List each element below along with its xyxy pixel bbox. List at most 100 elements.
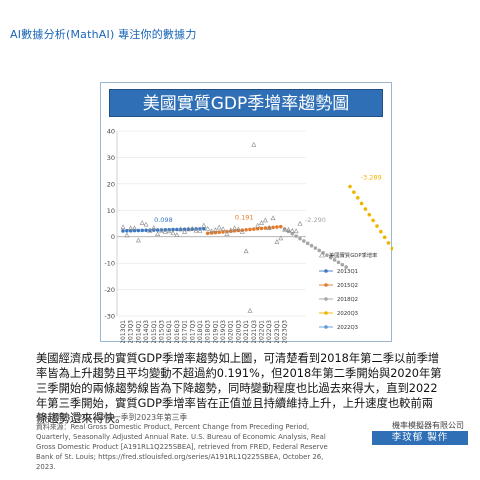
data-point	[143, 221, 149, 227]
data-point	[151, 225, 157, 230]
data-point	[162, 228, 168, 234]
legend-marker	[324, 325, 328, 329]
trend-point	[359, 201, 364, 206]
summary-text: 美國經濟成長的實質GDP季增率趨勢如上圖，可清楚看到2018年第二季以前季增率皆…	[36, 352, 442, 425]
legend-marker	[324, 269, 328, 273]
trend-point	[313, 246, 318, 250]
x-tick-label: 2021Q1	[243, 320, 250, 343]
trend-point	[375, 224, 379, 228]
data-point	[197, 228, 203, 233]
trend-point	[175, 227, 179, 232]
data-point	[266, 225, 272, 230]
trend-slope-label: 0.191	[235, 214, 254, 222]
data-point	[170, 230, 176, 235]
trend-point	[302, 239, 306, 243]
trend-point	[305, 241, 310, 246]
data-point	[278, 235, 284, 241]
data-point	[128, 225, 134, 231]
x-tick-label: 2023Q3	[282, 320, 289, 343]
trend-point	[236, 228, 241, 233]
y-tick-label: 10	[107, 207, 115, 215]
trend-slope-label: 0.098	[154, 216, 173, 224]
x-tick-label: 2018Q3	[205, 320, 212, 343]
trend-point	[128, 228, 133, 233]
trend-point	[136, 228, 141, 233]
data-point	[216, 224, 222, 230]
y-tick-label: 30	[107, 154, 115, 162]
x-tick-label: 2015Q1	[151, 320, 158, 343]
y-tick-label: 0	[111, 233, 115, 241]
data-point	[274, 239, 280, 244]
data-point	[243, 248, 249, 254]
trend-point	[244, 228, 248, 232]
trend-point	[336, 260, 341, 265]
trend-point	[159, 228, 164, 232]
trend-point	[144, 228, 148, 233]
trend-point	[390, 246, 393, 251]
x-tick-label: 2022Q3	[266, 320, 273, 343]
x-tick-label: 2019Q1	[212, 320, 219, 343]
trend-point	[371, 218, 375, 223]
organization-name: 機率模擬器有限公司	[392, 421, 464, 430]
x-tick-label: 2018Q1	[197, 320, 204, 343]
data-point	[209, 228, 214, 234]
trend-point	[252, 227, 256, 231]
trend-point	[171, 227, 175, 232]
data-point	[201, 222, 207, 228]
trend-point	[217, 230, 221, 235]
y-tick-label: -30	[104, 313, 115, 321]
data-point	[147, 228, 153, 233]
legend-marker	[324, 283, 328, 287]
trend-point	[148, 228, 152, 232]
trend-point	[271, 225, 275, 230]
chart-title: 美國實質GDP季增率趨勢圖	[109, 89, 383, 117]
data-point	[124, 232, 130, 238]
y-tick-label: -20	[104, 286, 115, 294]
legend-label: 2015Q2	[337, 283, 358, 289]
x-tick-label: 2013Q1	[120, 320, 127, 343]
trend-point	[325, 253, 329, 258]
x-tick-label: 2016Q1	[166, 320, 173, 343]
data-source: 資料來源：Real Gross Domestic Product, Percen…	[36, 423, 328, 471]
legend-label: 2018Q2	[337, 297, 358, 303]
trend-point	[294, 234, 298, 238]
data-point	[212, 227, 218, 233]
trend-point	[155, 228, 160, 232]
data-point	[139, 220, 145, 225]
x-tick-label: 2022Q1	[259, 320, 266, 343]
data-point	[182, 229, 188, 234]
data-point	[178, 226, 184, 232]
trend-point	[259, 226, 264, 231]
data-point	[297, 220, 303, 226]
data-point	[193, 227, 199, 233]
trend-point	[221, 230, 225, 234]
data-point	[262, 217, 268, 223]
trend-point	[340, 262, 345, 267]
trend-point	[205, 231, 210, 236]
trend-point	[298, 236, 302, 241]
data-point	[185, 226, 191, 232]
legend-label: 2020Q3	[337, 311, 358, 317]
trend-point	[355, 195, 360, 200]
y-tick-label: -10	[104, 260, 115, 268]
data-point	[158, 227, 164, 233]
trend-point	[132, 228, 137, 233]
data-point	[205, 225, 211, 231]
x-tick-label: 2014Q3	[143, 320, 150, 343]
data-point	[251, 141, 257, 147]
x-tick-label: 2013Q3	[128, 320, 135, 343]
author-badge: 李玟郁 製作	[372, 431, 468, 445]
trend-point	[363, 207, 368, 211]
data-point	[224, 230, 230, 236]
data-point	[285, 226, 291, 232]
data-point	[247, 307, 253, 313]
trend-point	[263, 226, 268, 230]
data-point	[120, 224, 126, 230]
trend-point	[140, 228, 145, 233]
trend-point	[255, 226, 260, 231]
x-tick-label: 2019Q3	[220, 320, 227, 343]
trend-point	[321, 251, 325, 255]
legend-marker	[324, 297, 328, 301]
trend-point	[328, 255, 333, 260]
